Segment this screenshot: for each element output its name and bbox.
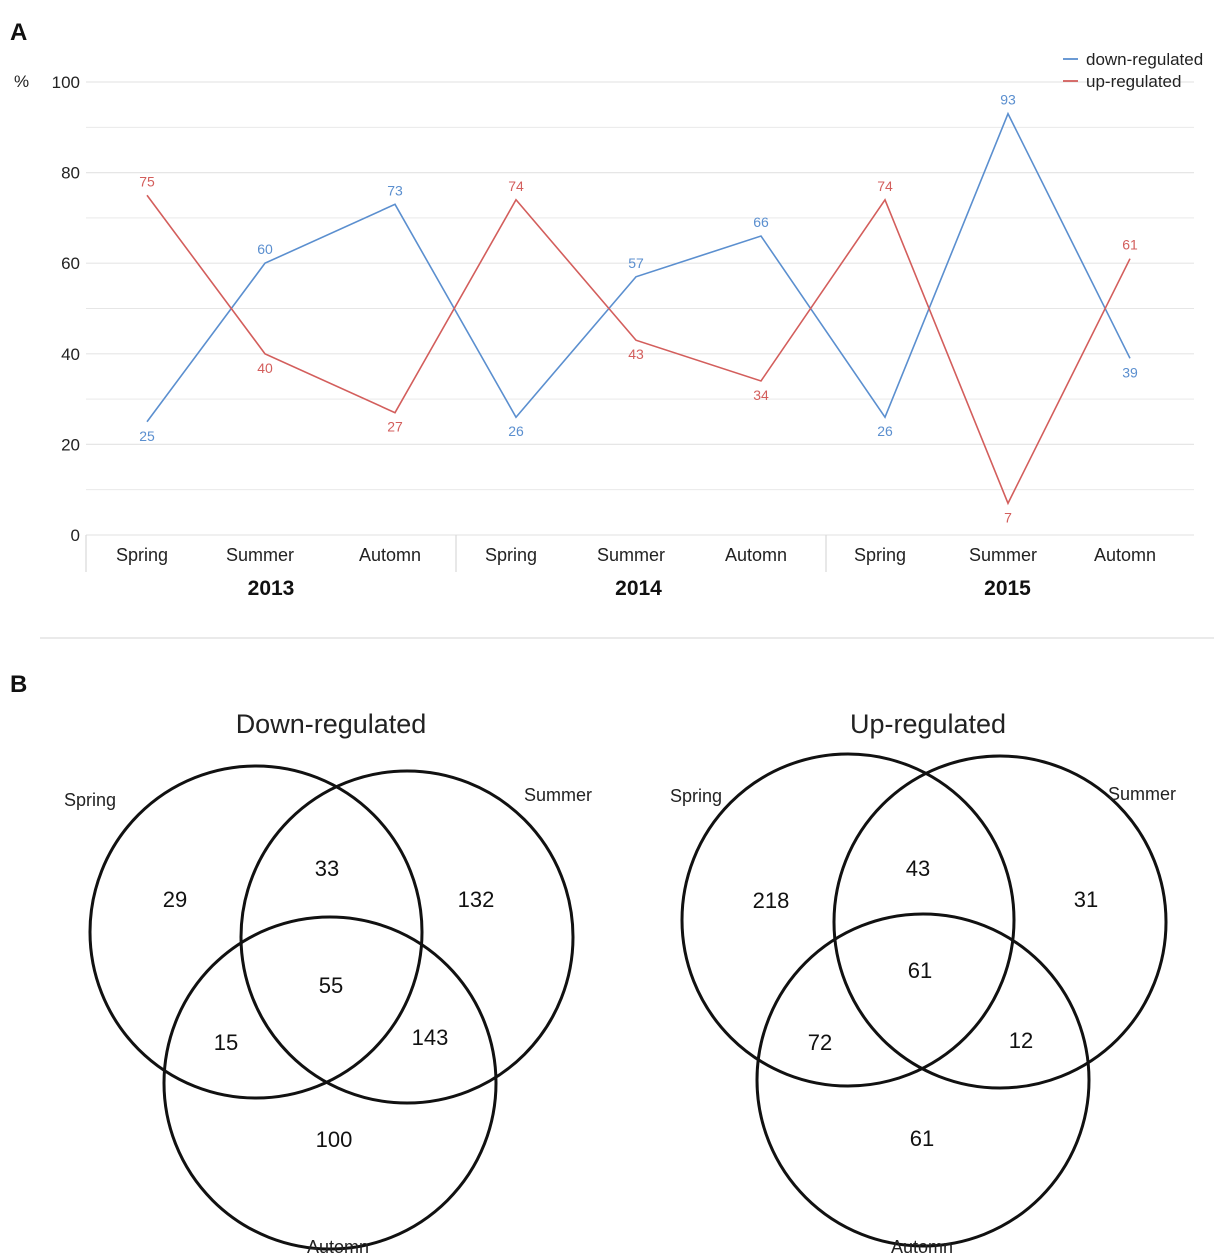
data-label: 26	[877, 423, 893, 439]
x-tick-label: Summer	[597, 545, 665, 565]
x-tick-label: Automn	[725, 545, 787, 565]
panel-b-label: B	[10, 671, 27, 698]
venn-region-spring-only: 29	[163, 887, 187, 912]
venn-title: Down-regulated	[236, 709, 427, 739]
venn-region-summer-only: 31	[1074, 887, 1098, 912]
venn-set-label-automn: Automn	[307, 1237, 369, 1255]
data-label: 73	[387, 182, 403, 198]
legend-entry: up-regulated	[1086, 72, 1181, 91]
y-tick-label: 20	[61, 435, 80, 454]
data-label: 25	[139, 428, 155, 444]
venn-circle-spring	[680, 752, 1016, 1088]
series-line-up-regulated	[146, 194, 1131, 506]
venn-circle-summer	[832, 754, 1168, 1090]
venn-region-summer-automn: 12	[1009, 1028, 1033, 1053]
y-tick-label: 0	[71, 526, 80, 545]
venn-set-label-spring: Spring	[670, 786, 722, 806]
data-label: 74	[508, 178, 524, 194]
venn-circle-automn	[162, 915, 498, 1251]
data-label: 34	[753, 387, 769, 403]
data-label: 75	[139, 173, 155, 189]
y-axis-label: %	[14, 72, 29, 91]
data-label: 43	[628, 346, 644, 362]
venn-region-spring-only: 218	[753, 888, 790, 913]
venn-region-spring-summer: 43	[906, 856, 930, 881]
y-axis-ticks: 0 20 40 60 80 100	[52, 73, 80, 545]
venn-region-automn-only: 61	[910, 1126, 934, 1151]
venn-set-label-summer: Summer	[1108, 784, 1176, 804]
venn-title: Up-regulated	[850, 709, 1006, 739]
data-label: 57	[628, 255, 644, 271]
data-label: 40	[257, 360, 273, 376]
x-tick-label: Summer	[969, 545, 1037, 565]
x-tick-label: Spring	[116, 545, 168, 565]
series-line-down-regulated	[146, 111, 1131, 423]
x-group-label: 2013	[248, 577, 295, 600]
venn-set-label-spring: Spring	[64, 790, 116, 810]
data-label: 39	[1122, 364, 1138, 380]
data-label: 61	[1122, 237, 1138, 253]
x-tick-label: Spring	[485, 545, 537, 565]
data-label: 66	[753, 214, 769, 230]
x-tick-label: Automn	[1094, 545, 1156, 565]
data-label: 27	[387, 419, 403, 435]
venn-region-summer-automn: 143	[412, 1025, 449, 1050]
x-tick-label: Summer	[226, 545, 294, 565]
y-tick-label: 40	[61, 345, 80, 364]
venn-region-spring-automn: 15	[214, 1030, 238, 1055]
y-tick-label: 80	[61, 164, 80, 183]
legend-entry: down-regulated	[1086, 50, 1203, 69]
venn-set-label-automn: Automn	[891, 1237, 953, 1255]
x-tick-label: Spring	[854, 545, 906, 565]
venn-region-spring-summer: 33	[315, 856, 339, 881]
x-axis: Spring Summer Automn Spring Summer Automn Spri…	[85, 535, 1156, 600]
y-tick-label: 60	[61, 254, 80, 273]
data-label: 7	[1004, 509, 1012, 525]
venn-circle-summer	[239, 769, 575, 1105]
y-tick-label: 100	[52, 73, 80, 92]
venn-region-automn-only: 100	[316, 1127, 353, 1152]
venn-region-all: 61	[908, 958, 932, 983]
data-label: 93	[1000, 92, 1016, 108]
chart-legend: down-regulated up-regulated	[1063, 50, 1203, 91]
venn-region-summer-only: 132	[458, 887, 495, 912]
venn-down-regulated: Down-regulated Spring Summer Automn 29 1…	[64, 709, 592, 1255]
data-label: 60	[257, 241, 273, 257]
x-group-label: 2015	[984, 577, 1031, 600]
chart-grid	[86, 81, 1194, 536]
venn-circle-spring	[88, 764, 424, 1100]
venn-circle-automn	[755, 912, 1091, 1248]
venn-region-all: 55	[319, 973, 343, 998]
x-tick-label: Automn	[359, 545, 421, 565]
chart-series: 25 60 73 26 57 66 26 93 39 75 40 27 74 43 34 74 7 61	[139, 92, 1138, 526]
venn-set-label-summer: Summer	[524, 785, 592, 805]
panel-a-label: A	[10, 19, 27, 46]
venn-region-spring-automn: 72	[808, 1030, 832, 1055]
venn-up-regulated: Up-regulated Spring Summer Automn 218 31…	[670, 709, 1176, 1255]
data-label: 74	[877, 178, 893, 194]
data-label: 26	[508, 423, 524, 439]
x-group-label: 2014	[615, 577, 662, 600]
